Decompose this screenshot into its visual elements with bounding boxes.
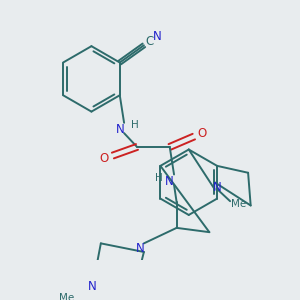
Text: N: N — [136, 242, 145, 255]
Text: Me: Me — [231, 199, 246, 209]
Text: H: H — [155, 173, 162, 183]
Text: N: N — [88, 280, 97, 293]
Text: N: N — [153, 30, 162, 43]
Text: C: C — [145, 35, 153, 48]
Text: N: N — [213, 181, 221, 194]
Text: H: H — [130, 119, 138, 130]
Text: O: O — [198, 127, 207, 140]
Text: Me: Me — [59, 292, 74, 300]
Text: N: N — [116, 123, 124, 136]
Text: N: N — [165, 175, 174, 188]
Text: O: O — [100, 152, 109, 166]
